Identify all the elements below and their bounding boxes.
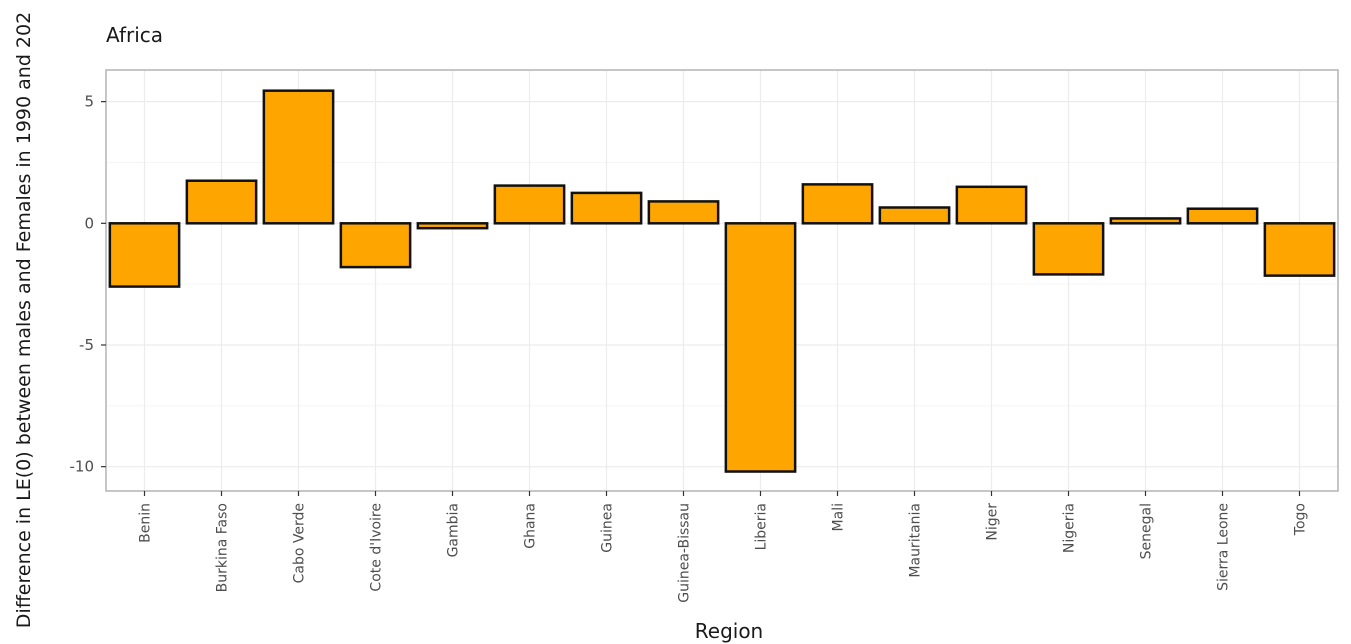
bar bbox=[416, 222, 489, 230]
x-tick-label: Senegal bbox=[1139, 503, 1155, 559]
bar bbox=[108, 222, 181, 288]
bar bbox=[1109, 217, 1182, 225]
y-tick-label: -10 bbox=[70, 458, 95, 476]
bar bbox=[1263, 222, 1336, 277]
bar bbox=[570, 191, 643, 225]
x-tick-label: Liberia bbox=[754, 503, 770, 550]
x-tick-label: Cote d'Ivoire bbox=[369, 503, 385, 592]
x-tick-label: Sierra Leone bbox=[1216, 503, 1232, 591]
y-tick-label: 0 bbox=[84, 214, 94, 232]
x-tick-label: Gambia bbox=[446, 503, 462, 557]
x-tick-label: Mauritania bbox=[908, 503, 924, 578]
bar bbox=[493, 184, 566, 225]
bar bbox=[339, 222, 412, 269]
chart-title: Africa bbox=[106, 23, 163, 47]
x-tick-label: Guinea bbox=[600, 503, 616, 553]
bar bbox=[262, 89, 335, 225]
grid bbox=[106, 70, 1338, 491]
bar bbox=[1186, 207, 1259, 225]
bar bbox=[878, 206, 951, 225]
x-tick-label: Guinea-Bissau bbox=[677, 503, 693, 603]
bars bbox=[108, 89, 1336, 473]
x-tick-label: Benin bbox=[138, 503, 154, 543]
x-tick-label: Cabo Verde bbox=[292, 503, 308, 583]
bar bbox=[1032, 222, 1105, 276]
bar bbox=[647, 200, 720, 225]
bar bbox=[724, 222, 797, 473]
x-tick-label: Burkina Faso bbox=[215, 503, 231, 592]
x-tick-label: Niger bbox=[985, 503, 1001, 541]
bar bbox=[185, 179, 258, 225]
x-axis-ticks: Benin Burkina Faso Cabo Verde Cote d'Ivoire… bbox=[138, 491, 1309, 603]
y-tick-label: 5 bbox=[84, 93, 94, 111]
bar bbox=[955, 185, 1028, 225]
x-tick-label: Nigeria bbox=[1062, 503, 1078, 553]
x-axis-label: Region bbox=[695, 619, 763, 643]
y-axis-ticks: 5 0 -5 -10 bbox=[70, 93, 106, 476]
x-tick-label: Ghana bbox=[523, 503, 539, 549]
plot-panel-border bbox=[105, 69, 1339, 492]
x-tick-label: Togo bbox=[1293, 503, 1309, 536]
y-tick-label: -5 bbox=[79, 336, 94, 354]
bar bbox=[801, 183, 874, 225]
x-tick-label: Mali bbox=[831, 503, 847, 531]
y-axis-label: Difference in LE(0) between males and Fe… bbox=[13, 12, 35, 628]
